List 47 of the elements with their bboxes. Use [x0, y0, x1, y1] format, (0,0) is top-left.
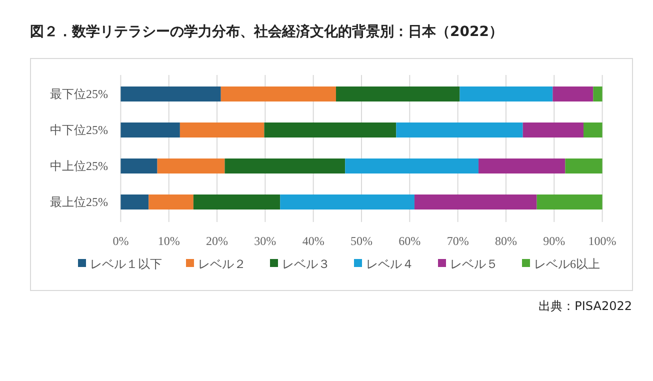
legend-label: レベル１以下 — [90, 257, 162, 271]
bar — [584, 122, 602, 138]
bar — [336, 86, 460, 102]
legend-label: レベル２ — [198, 257, 246, 271]
bar — [120, 158, 158, 174]
bar — [220, 86, 336, 102]
bar — [414, 194, 537, 210]
x-tick-label: 50% — [350, 234, 372, 248]
bar — [157, 158, 225, 174]
x-tick-label: 0% — [112, 234, 129, 248]
bar — [593, 86, 602, 102]
x-tick-label: 30% — [254, 234, 276, 248]
bar — [552, 86, 594, 102]
bar — [120, 86, 221, 102]
bar — [396, 122, 523, 138]
bar — [565, 158, 602, 174]
legend-label: レベル6以上 — [534, 257, 600, 271]
x-tick-label: 90% — [543, 234, 566, 248]
legend-label: レベル３ — [282, 257, 330, 271]
y-tick-label: 最上位25% — [50, 195, 108, 209]
bar — [120, 194, 149, 210]
x-tick-label: 10% — [158, 234, 180, 248]
legend-label: レベル４ — [366, 257, 414, 271]
bar — [478, 158, 566, 174]
bar — [460, 86, 553, 102]
bar — [224, 158, 346, 174]
bar — [345, 158, 479, 174]
x-tick-label: 100% — [588, 234, 616, 248]
bar — [522, 122, 584, 138]
x-tick-label: 20% — [206, 234, 228, 248]
bar — [180, 122, 264, 138]
x-tick-label: 60% — [398, 234, 421, 248]
legend-label: レベル５ — [450, 257, 498, 271]
bar — [280, 194, 414, 210]
bar — [148, 194, 194, 210]
source-note: 出典：PISA2022 — [538, 299, 632, 313]
bar — [264, 122, 396, 138]
y-tick-label: 中下位25% — [50, 123, 108, 137]
x-tick-label: 40% — [302, 234, 324, 248]
bar — [120, 122, 180, 138]
chart-title: 図２．数学リテラシーの学力分布、社会経済文化的背景別：日本（2022） — [30, 23, 503, 40]
bar — [536, 194, 602, 210]
x-tick-label: 70% — [446, 234, 469, 248]
bar — [193, 194, 280, 210]
x-tick-label: 80% — [494, 234, 517, 248]
y-tick-label: 中上位25% — [50, 159, 108, 173]
y-tick-label: 最下位25% — [50, 87, 108, 101]
